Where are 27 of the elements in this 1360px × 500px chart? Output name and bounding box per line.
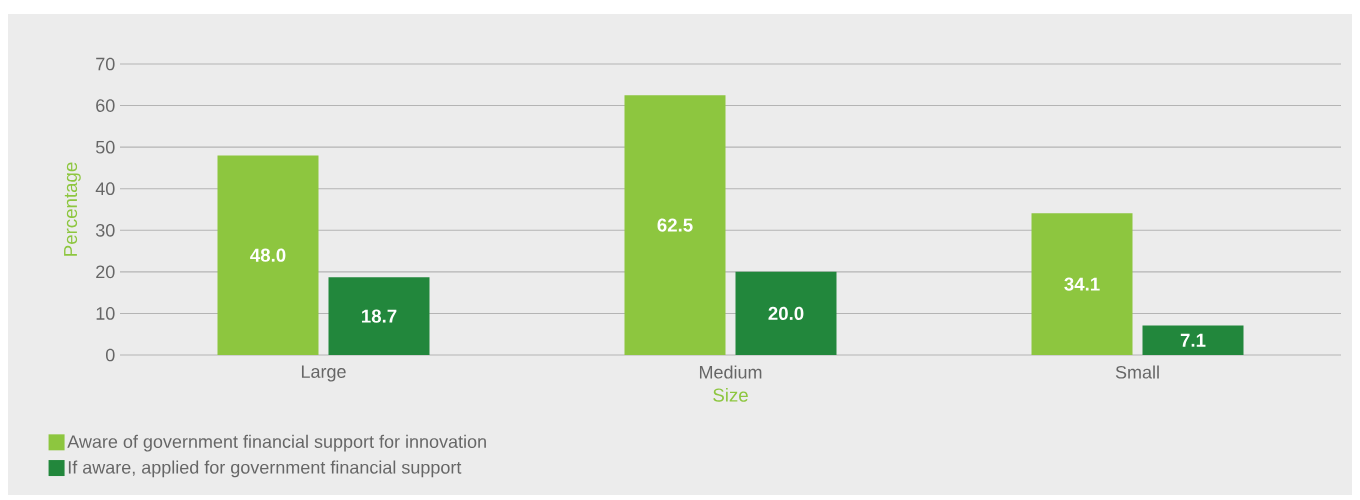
data-label: 48.0 xyxy=(250,248,286,262)
bar xyxy=(1031,213,1133,355)
y-tick-label: 50 xyxy=(95,140,115,154)
y-tick-label: 30 xyxy=(95,223,115,237)
legend-label: If aware, applied for government financial support xyxy=(68,460,462,478)
x-tick-label: Large xyxy=(301,365,346,382)
data-label: 34.1 xyxy=(1064,277,1100,291)
y-tick-label: 40 xyxy=(95,182,115,196)
bar xyxy=(217,155,319,355)
y-tick-label: 60 xyxy=(96,99,115,112)
y-axis-title: Percentage xyxy=(64,162,81,256)
y-tick-label: 10 xyxy=(96,307,115,320)
data-label: 7.1 xyxy=(1180,333,1206,347)
bar xyxy=(1142,325,1244,355)
bar xyxy=(624,95,726,355)
y-tick-label: 20 xyxy=(96,265,115,279)
y-tick-label: 0 xyxy=(105,348,115,362)
legend-label: Aware of government financial support for innovation xyxy=(67,434,486,452)
data-label: 62.5 xyxy=(657,218,693,232)
data-label: 18.7 xyxy=(362,309,397,323)
bar xyxy=(328,277,430,355)
x-tick-label: Small xyxy=(1115,365,1159,379)
data-label: 20.0 xyxy=(768,306,804,321)
x-tick-label: Medium xyxy=(699,365,762,379)
bar xyxy=(735,271,837,355)
y-tick-label: 70 xyxy=(96,57,115,71)
x-axis-title: Size xyxy=(713,388,748,402)
